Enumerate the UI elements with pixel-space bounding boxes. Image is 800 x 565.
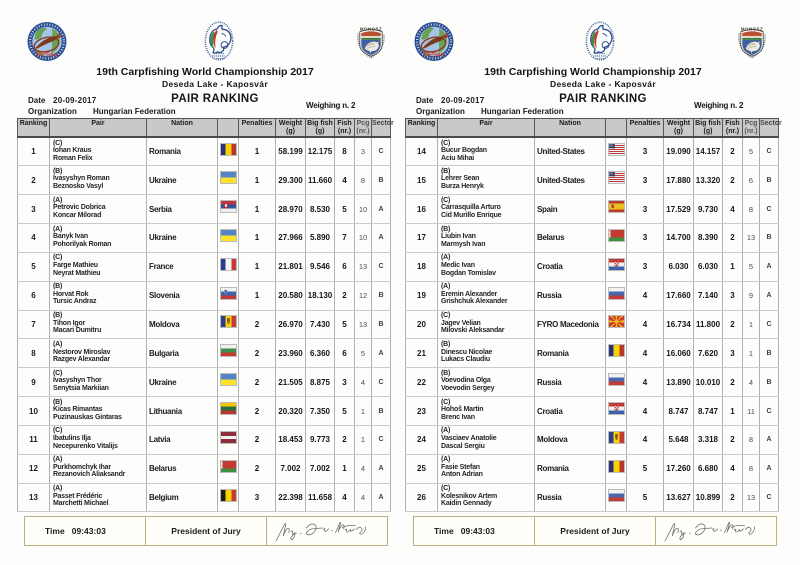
svg-text:FIPSed: FIPSed	[423, 53, 444, 59]
svg-text:MOHOSZ: MOHOSZ	[360, 26, 382, 31]
svg-text:MOHOSZ: MOHOSZ	[741, 26, 763, 31]
svg-text:FIPSed: FIPSed	[37, 53, 58, 59]
